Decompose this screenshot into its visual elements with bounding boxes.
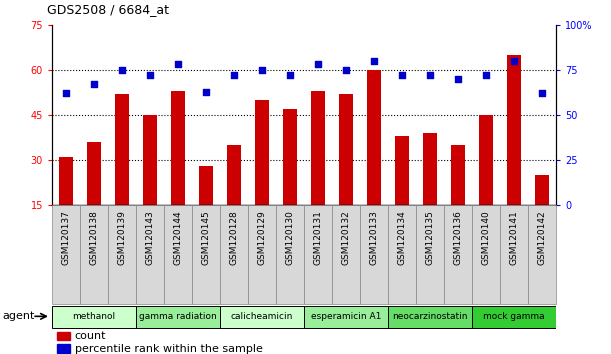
- Bar: [423, 133, 437, 205]
- Bar: [57, 332, 70, 341]
- FancyBboxPatch shape: [304, 306, 388, 328]
- FancyBboxPatch shape: [388, 205, 416, 304]
- FancyBboxPatch shape: [164, 205, 192, 304]
- Text: esperamicin A1: esperamicin A1: [311, 312, 381, 321]
- FancyBboxPatch shape: [416, 205, 444, 304]
- Text: GSM120130: GSM120130: [285, 210, 295, 265]
- FancyBboxPatch shape: [332, 205, 360, 304]
- Text: GSM120145: GSM120145: [202, 210, 210, 265]
- Point: [173, 62, 183, 67]
- Bar: [143, 115, 157, 205]
- Bar: [535, 175, 549, 205]
- FancyBboxPatch shape: [52, 205, 80, 304]
- Point: [201, 89, 211, 95]
- Bar: [479, 115, 493, 205]
- Point: [229, 73, 239, 78]
- Text: GSM120133: GSM120133: [370, 210, 378, 265]
- Bar: [255, 100, 269, 205]
- FancyBboxPatch shape: [472, 306, 556, 328]
- Point: [481, 73, 491, 78]
- Text: GSM120135: GSM120135: [425, 210, 434, 265]
- Point: [61, 91, 71, 96]
- Text: GSM120140: GSM120140: [481, 210, 491, 265]
- FancyBboxPatch shape: [304, 205, 332, 304]
- Point: [285, 73, 295, 78]
- Bar: [227, 145, 241, 205]
- Point: [537, 91, 547, 96]
- FancyBboxPatch shape: [108, 205, 136, 304]
- Point: [397, 73, 407, 78]
- FancyBboxPatch shape: [500, 205, 528, 304]
- FancyBboxPatch shape: [220, 205, 248, 304]
- FancyBboxPatch shape: [360, 205, 388, 304]
- Bar: [395, 136, 409, 205]
- Text: percentile rank within the sample: percentile rank within the sample: [75, 343, 263, 354]
- Text: GSM120134: GSM120134: [398, 210, 406, 265]
- Point: [425, 73, 435, 78]
- Text: GSM120128: GSM120128: [230, 210, 238, 265]
- Text: GSM120141: GSM120141: [510, 210, 519, 265]
- Bar: [311, 91, 325, 205]
- Text: GSM120132: GSM120132: [342, 210, 351, 265]
- FancyBboxPatch shape: [220, 306, 304, 328]
- Point: [453, 76, 463, 82]
- Point: [89, 81, 99, 87]
- Text: neocarzinostatin: neocarzinostatin: [392, 312, 468, 321]
- Text: GSM120131: GSM120131: [313, 210, 323, 265]
- Text: GDS2508 / 6684_at: GDS2508 / 6684_at: [47, 3, 169, 16]
- Text: count: count: [75, 331, 106, 341]
- Point: [145, 73, 155, 78]
- Bar: [171, 91, 185, 205]
- Text: GSM120139: GSM120139: [117, 210, 126, 265]
- FancyBboxPatch shape: [136, 205, 164, 304]
- Text: mock gamma: mock gamma: [483, 312, 545, 321]
- Text: GSM120138: GSM120138: [89, 210, 98, 265]
- FancyBboxPatch shape: [80, 205, 108, 304]
- FancyBboxPatch shape: [472, 205, 500, 304]
- FancyBboxPatch shape: [444, 205, 472, 304]
- FancyBboxPatch shape: [388, 306, 472, 328]
- FancyBboxPatch shape: [136, 306, 220, 328]
- Text: methanol: methanol: [72, 312, 115, 321]
- Bar: [283, 109, 297, 205]
- Bar: [87, 142, 101, 205]
- Point: [509, 58, 519, 64]
- Text: GSM120143: GSM120143: [145, 210, 155, 265]
- Point: [369, 58, 379, 64]
- Text: agent: agent: [2, 310, 35, 321]
- Bar: [367, 70, 381, 205]
- Bar: [451, 145, 465, 205]
- Bar: [199, 166, 213, 205]
- FancyBboxPatch shape: [52, 306, 136, 328]
- Point: [257, 67, 267, 73]
- Bar: [57, 344, 70, 353]
- FancyBboxPatch shape: [276, 205, 304, 304]
- Point: [313, 62, 323, 67]
- Text: GSM120129: GSM120129: [257, 210, 266, 265]
- Point: [341, 67, 351, 73]
- Text: GSM120137: GSM120137: [62, 210, 70, 265]
- Text: GSM120144: GSM120144: [174, 210, 183, 265]
- FancyBboxPatch shape: [248, 205, 276, 304]
- Bar: [339, 94, 353, 205]
- FancyBboxPatch shape: [192, 205, 220, 304]
- Text: gamma radiation: gamma radiation: [139, 312, 217, 321]
- FancyBboxPatch shape: [528, 205, 556, 304]
- Bar: [507, 55, 521, 205]
- Text: calicheamicin: calicheamicin: [231, 312, 293, 321]
- Point: [117, 67, 127, 73]
- Text: GSM120136: GSM120136: [453, 210, 463, 265]
- Bar: [59, 157, 73, 205]
- Text: GSM120142: GSM120142: [538, 210, 546, 265]
- Bar: [115, 94, 129, 205]
